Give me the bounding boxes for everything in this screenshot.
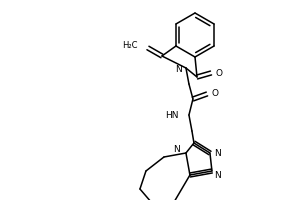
Text: N: N <box>174 146 180 154</box>
Text: N: N <box>175 64 182 73</box>
Text: O: O <box>212 90 218 98</box>
Text: HN: HN <box>165 110 179 119</box>
Text: N: N <box>214 148 221 158</box>
Text: O: O <box>215 68 223 77</box>
Text: N: N <box>214 170 221 180</box>
Text: H₂C: H₂C <box>122 42 138 50</box>
